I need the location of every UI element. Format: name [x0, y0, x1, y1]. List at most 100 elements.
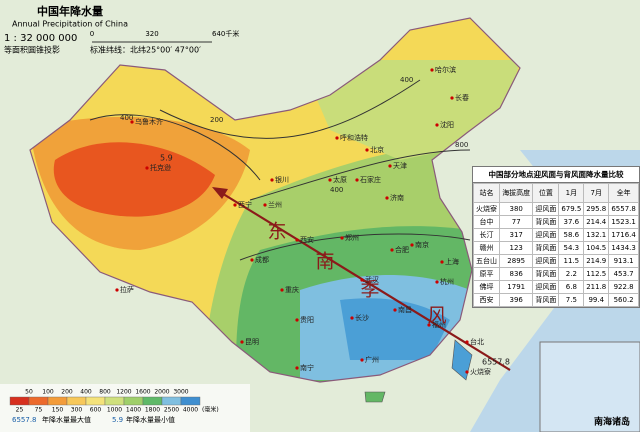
table-cell: 211.8	[583, 280, 610, 294]
city-label: 南昌	[398, 305, 412, 314]
table-cell: 214.9	[583, 254, 610, 268]
table-cell: 58.6	[558, 228, 585, 242]
city-label: 哈尔滨	[435, 65, 456, 74]
table-cell: 6557.8	[608, 202, 639, 216]
header-row: 站名 海拔高度 位置 1月 7月 全年	[473, 183, 639, 203]
legend-upper: 3000	[173, 389, 188, 396]
city-dot	[295, 366, 299, 370]
table-body: 火烧寮 380 迎风面 679.5 295.8 6557.8 台中 77 背风面 37.6 214.…	[473, 202, 639, 307]
city-dot	[280, 288, 284, 292]
legend-upper: 50	[25, 389, 33, 396]
city-dot	[385, 196, 389, 200]
table-cell: 295.8	[583, 202, 610, 216]
table-cell: 913.1	[608, 254, 639, 268]
table-cell: 37.6	[558, 215, 585, 229]
city-dot	[388, 164, 392, 168]
city-label: 兰州	[268, 200, 282, 209]
city-dot	[390, 248, 394, 252]
scale-tick: 640千米	[212, 29, 239, 38]
isohyet	[89, 79, 471, 261]
contour-label: 400	[400, 76, 413, 84]
table-cell: 火烧寮	[473, 202, 500, 216]
taiwan	[451, 339, 473, 381]
city-dot	[340, 236, 344, 240]
city-dot	[295, 318, 299, 322]
legend-upper: 800	[99, 389, 111, 396]
legend-swatch	[123, 396, 144, 406]
table-row: 火烧寮 380 迎风面 679.5 295.8 6557.8	[473, 202, 639, 216]
city-dot	[130, 120, 134, 124]
legend-upper: 1600	[135, 389, 150, 396]
legend-bg	[0, 384, 250, 432]
table-cell: 迎风面	[532, 280, 560, 294]
table-title: 中国部分地点迎风面与背风面降水量比较	[473, 167, 639, 183]
column-header: 站名	[473, 183, 500, 203]
city-label: 福州	[432, 320, 446, 329]
legend-lower: 150	[52, 407, 64, 414]
table-row: 五台山 2895 迎风面 11.5 214.9 913.1	[473, 254, 639, 268]
city-dot	[335, 136, 339, 140]
table-cell: 1716.4	[608, 228, 639, 242]
table-cell: 836	[498, 267, 534, 281]
city-label: 呼和浩特	[340, 133, 368, 142]
city-dot	[450, 96, 454, 100]
monsoon-char: 季	[360, 279, 379, 301]
subtitle: Annual Precipitation of China	[12, 20, 128, 29]
legend-lower: 25	[16, 407, 24, 414]
table-cell: 原平	[473, 267, 500, 281]
legend-upper: 100	[42, 389, 54, 396]
table-cell: 560.2	[608, 293, 639, 307]
city-label: 昆明	[245, 338, 259, 346]
city-label: 台北	[470, 337, 484, 346]
legend-swatch	[161, 396, 182, 406]
city-dot	[365, 148, 369, 152]
city-dot	[233, 203, 237, 207]
legend-swatch	[180, 396, 201, 406]
city-dot	[393, 308, 397, 312]
arrow-head	[212, 187, 228, 199]
city-label: 南宁	[300, 363, 314, 372]
legend-lower: 75	[35, 407, 43, 414]
table-cell: 396	[498, 293, 534, 307]
column-header: 位置	[532, 183, 560, 203]
legend-lower: 300	[71, 407, 83, 414]
contour-label: 400	[330, 186, 343, 194]
column-header: 7月	[583, 183, 610, 203]
table-cell: 317	[498, 228, 534, 242]
city-label: 武汉	[365, 275, 379, 284]
table-cell: 迎风面	[532, 254, 560, 268]
city-dot	[465, 340, 469, 344]
city-dot	[145, 166, 149, 170]
city-label: 长春	[455, 93, 469, 102]
table-cell: 99.4	[583, 293, 610, 307]
city-label: 太原	[333, 175, 347, 184]
legend-min-text: 年降水量最小值	[126, 415, 175, 424]
table-cell: 453.7	[608, 267, 639, 281]
hainan	[364, 391, 386, 403]
table-cell: 1523.1	[608, 215, 639, 229]
city-label: 杭州	[440, 277, 454, 286]
city-label: 成都	[255, 255, 269, 264]
table-cell: 佛坪	[473, 280, 500, 294]
table-cell: 6.8	[558, 280, 585, 294]
table: 站名 海拔高度 位置 1月 7月 全年 火烧寮 380 迎风面 679.5 295.8 6557.8 台…	[473, 183, 639, 307]
city-dot	[427, 323, 431, 327]
city-dot	[115, 288, 119, 292]
table-cell: 123	[498, 241, 534, 255]
city-dot	[355, 178, 359, 182]
city-label: 乌鲁木齐	[135, 117, 163, 126]
legend-lower: 2500	[164, 407, 179, 414]
table-cell: 7.5	[558, 293, 585, 307]
city-label: 西安	[300, 235, 314, 244]
contour-label: 800	[455, 141, 468, 149]
city-label: 长沙	[355, 313, 369, 322]
table-row: 赣州 123 背风面 54.3 104.5 1434.3	[473, 241, 639, 255]
city-label: 西宁	[238, 200, 252, 209]
legend-upper: 200	[61, 389, 73, 396]
table-cell: 104.5	[583, 241, 610, 255]
monsoon-arrow	[219, 191, 511, 371]
table-cell: 背风面	[532, 267, 560, 281]
table-cell: 679.5	[558, 202, 585, 216]
